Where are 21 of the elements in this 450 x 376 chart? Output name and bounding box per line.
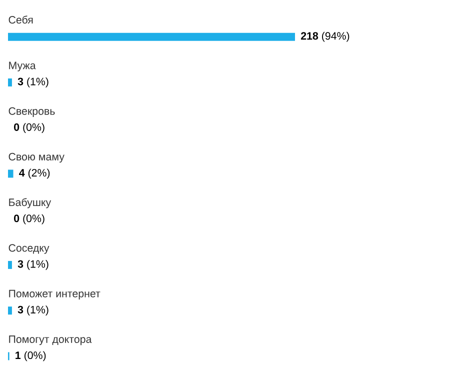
data-label: 3 (1%) <box>18 77 48 88</box>
data-label: 0 (0%) <box>14 123 44 134</box>
y-tick-label: Помогут доктора <box>9 336 92 346</box>
bar <box>8 32 295 41</box>
y-tick-label: Соседку <box>8 244 50 254</box>
data-label: 1 (0%) <box>16 351 46 362</box>
y-tick-label: Свекровь <box>8 107 55 117</box>
y-tick-label: Поможет интернет <box>9 290 100 300</box>
y-tick-label: Мужа <box>9 62 36 72</box>
bar <box>8 260 12 269</box>
data-label: 0 (0%) <box>14 214 44 224</box>
data-label: 3 (1%) <box>18 306 48 316</box>
bar <box>8 170 14 178</box>
data-label: 3 (1%) <box>18 260 48 270</box>
bar <box>8 306 12 315</box>
data-label: 218 (94%) <box>300 32 350 42</box>
y-tick-label: Свою маму <box>8 152 64 163</box>
bar <box>8 78 12 86</box>
y-tick-label: Себя <box>8 16 33 24</box>
data-label: 4 (2%) <box>19 168 50 179</box>
y-tick-label: Бабушку <box>9 198 52 208</box>
